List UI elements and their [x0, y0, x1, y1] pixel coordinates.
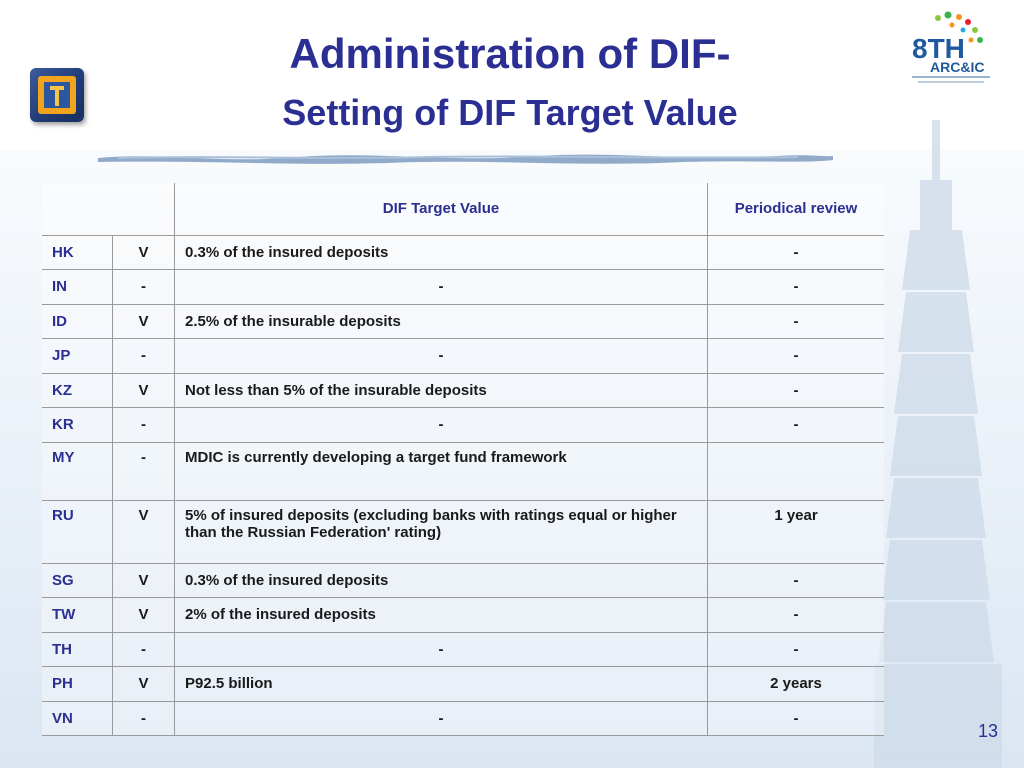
has-target-flag: - [112, 407, 175, 443]
periodical-review: - [707, 373, 884, 408]
table-row: HK V 0.3% of the insured deposits - [42, 235, 884, 270]
table-row: PH V P92.5 billion 2 years [42, 666, 884, 702]
country-code: MY [42, 442, 113, 501]
page-title: Administration of DIF- [289, 30, 731, 77]
target-value: Not less than 5% of the insurable deposi… [174, 373, 708, 408]
has-target-flag: - [112, 269, 175, 305]
target-value: 0.3% of the insured deposits [174, 563, 708, 598]
country-code: TH [42, 632, 113, 667]
country-code: TW [42, 597, 113, 633]
country-code: PH [42, 666, 113, 702]
brush-divider [98, 150, 833, 166]
table-row: VN - - - [42, 701, 884, 736]
table-row: MY - MDIC is currently developing a targ… [42, 442, 884, 501]
page-subtitle: Setting of DIF Target Value [282, 92, 738, 133]
table-row: IN - - - [42, 269, 884, 305]
has-target-flag: V [112, 563, 175, 598]
target-value: - [174, 632, 708, 667]
country-code: HK [42, 235, 113, 270]
table-row: KR - - - [42, 407, 884, 443]
country-code: VN [42, 701, 113, 736]
has-target-flag: V [112, 597, 175, 633]
periodical-review [707, 442, 884, 501]
periodical-review: - [707, 597, 884, 633]
target-value: P92.5 billion [174, 666, 708, 702]
taipei-101-background-graphic [870, 120, 1024, 768]
header-background [0, 0, 1024, 150]
periodical-review: - [707, 304, 884, 339]
periodical-review: - [707, 338, 884, 374]
target-value: 5% of insured deposits (excluding banks … [174, 500, 708, 564]
has-target-flag: V [112, 235, 175, 270]
table-row: SG V 0.3% of the insured deposits - [42, 563, 884, 598]
table-row: TH - - - [42, 632, 884, 667]
has-target-flag: - [112, 338, 175, 374]
header-blank-cell [42, 183, 175, 236]
target-value: 0.3% of the insured deposits [174, 235, 708, 270]
table-row: ID V 2.5% of the insurable deposits - [42, 304, 884, 339]
periodical-review: 1 year [707, 500, 884, 564]
has-target-flag: - [112, 632, 175, 667]
has-target-flag: V [112, 304, 175, 339]
periodical-review: 2 years [707, 666, 884, 702]
has-target-flag: - [112, 701, 175, 736]
periodical-review: - [707, 701, 884, 736]
periodical-review: - [707, 235, 884, 270]
target-value: MDIC is currently developing a target fu… [174, 442, 708, 501]
header-dif-target-value: DIF Target Value [174, 183, 708, 236]
country-code: KR [42, 407, 113, 443]
target-value: 2% of the insured deposits [174, 597, 708, 633]
organization-logo-icon [30, 68, 84, 122]
conference-logo-label: ARC&IC [930, 59, 984, 75]
periodical-review: - [707, 407, 884, 443]
conference-logo-number: 8TH [912, 33, 965, 64]
table-header-row: DIF Target Value Periodical review [42, 183, 884, 236]
country-code: JP [42, 338, 113, 374]
target-value: - [174, 701, 708, 736]
target-value: - [174, 269, 708, 305]
periodical-review: - [707, 563, 884, 598]
periodical-review: - [707, 269, 884, 305]
target-value: - [174, 338, 708, 374]
table-row: KZ V Not less than 5% of the insurable d… [42, 373, 884, 408]
target-value: 2.5% of the insurable deposits [174, 304, 708, 339]
has-target-flag: V [112, 500, 175, 564]
table-row: RU V 5% of insured deposits (excluding b… [42, 500, 884, 564]
has-target-flag: V [112, 666, 175, 702]
table-row: TW V 2% of the insured deposits - [42, 597, 884, 633]
has-target-flag: V [112, 373, 175, 408]
table-row: JP - - - [42, 338, 884, 374]
header-periodical-review: Periodical review [707, 183, 884, 236]
periodical-review: - [707, 632, 884, 667]
country-code: RU [42, 500, 113, 564]
target-value: - [174, 407, 708, 443]
country-code: KZ [42, 373, 113, 408]
country-code: IN [42, 269, 113, 305]
page-number: 13 [978, 721, 999, 741]
dif-target-table: DIF Target Value Periodical review HK V … [42, 183, 884, 736]
country-code: SG [42, 563, 113, 598]
has-target-flag: - [112, 442, 175, 501]
conference-logo: 8TH ARC&IC [908, 10, 998, 92]
country-code: ID [42, 304, 113, 339]
